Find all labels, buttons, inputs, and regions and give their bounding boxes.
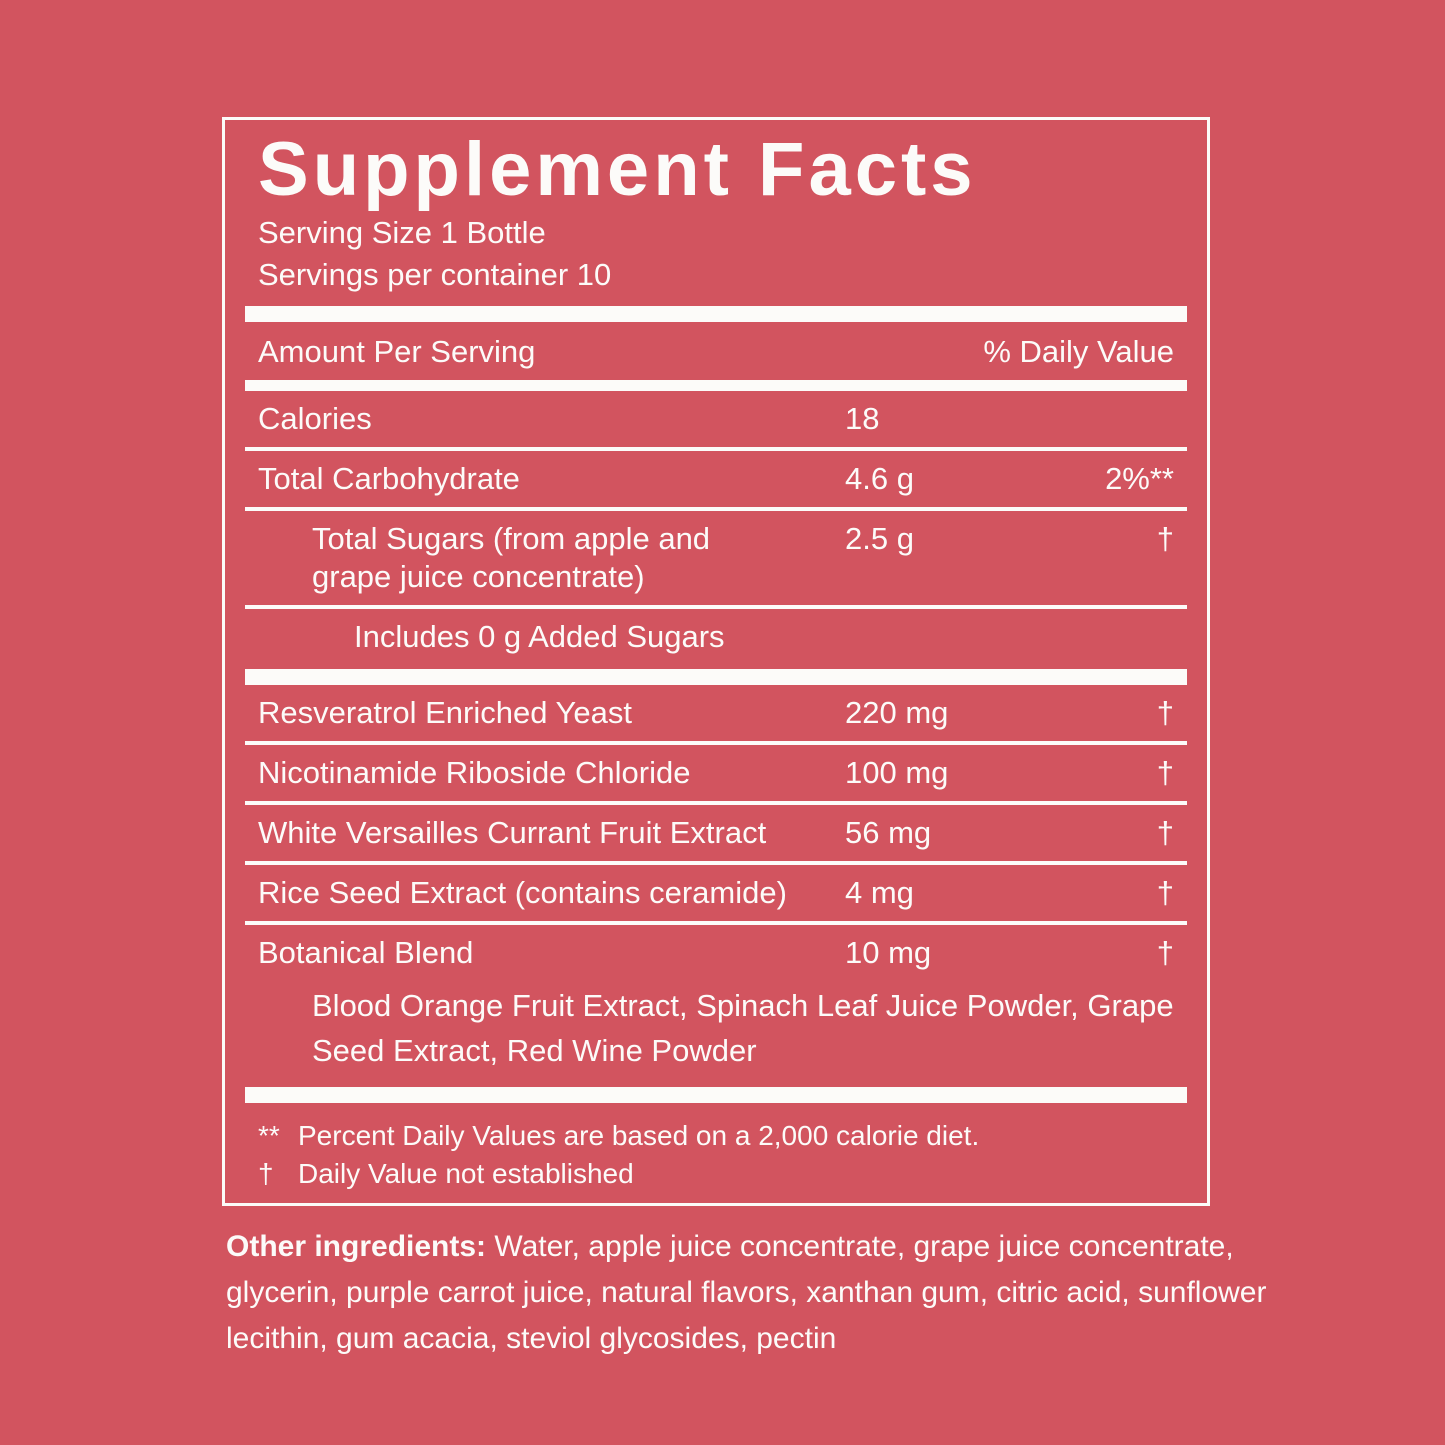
nutrient-amount: 10 mg <box>845 935 932 970</box>
nutrient-row-nicotinamide: Nicotinamide Riboside Chloride 100 mg † <box>245 745 1187 801</box>
nutrient-amount: 56 mg <box>845 815 932 850</box>
divider-thin <box>245 605 1187 609</box>
nutrient-row-botanical-blend: Botanical Blend 10 mg † <box>245 925 1187 981</box>
nutrient-amount: 4 mg <box>845 875 914 910</box>
nutrient-amount: 2.5 g <box>845 521 914 556</box>
nutrient-daily-value: † <box>1156 755 1174 790</box>
divider-thin <box>245 741 1187 745</box>
footnote-symbol: † <box>258 1158 274 1189</box>
nutrient-name: White Versailles Currant Fruit Extract <box>258 815 767 850</box>
divider-thin <box>245 921 1187 925</box>
other-ingredients-text: Water, apple juice concentrate, grape ju… <box>226 1230 1267 1355</box>
nutrient-daily-value: † <box>1156 935 1174 970</box>
divider-medium-header <box>245 380 1187 391</box>
nutrient-row-total-sugars: Total Sugars (from apple and grape juice… <box>245 511 1187 605</box>
nutrient-name: Includes 0 g Added Sugars <box>354 619 725 654</box>
nutrient-row-rice-seed: Rice Seed Extract (contains ceramide) 4 … <box>245 865 1187 921</box>
footnote-daily-values: ** Percent Daily Values are based on a 2… <box>245 1117 1187 1155</box>
nutrient-row-total-carbohydrate: Total Carbohydrate 4.6 g 2%** <box>245 451 1187 507</box>
botanical-blend-components: Blood Orange Fruit Extract, Spinach Leaf… <box>312 988 1174 1068</box>
nutrient-daily-value: † <box>1156 695 1174 730</box>
nutrient-name: Rice Seed Extract (contains ceramide) <box>258 875 787 910</box>
nutrient-row-resveratrol: Resveratrol Enriched Yeast 220 mg † <box>245 685 1187 741</box>
column-header-row: Amount Per Serving % Daily Value <box>245 322 1187 380</box>
other-ingredients-paragraph: Other ingredients: Water, apple juice co… <box>226 1224 1286 1362</box>
divider-thin <box>245 447 1187 451</box>
footnote-symbol: ** <box>258 1120 280 1151</box>
nutrient-name: Calories <box>258 401 372 436</box>
nutrient-amount: 18 <box>845 401 880 436</box>
nutrient-daily-value: 2%** <box>1105 461 1174 496</box>
panel-title: Supplement Facts <box>258 127 977 212</box>
nutrient-daily-value: † <box>1156 815 1174 850</box>
amount-per-serving-header: Amount Per Serving <box>258 334 536 369</box>
footnotes: ** Percent Daily Values are based on a 2… <box>245 1117 1187 1193</box>
nutrient-name: Nicotinamide Riboside Chloride <box>258 755 691 790</box>
nutrient-daily-value: † <box>1156 875 1174 910</box>
nutrient-name: Botanical Blend <box>258 935 474 970</box>
serving-size: Serving Size 1 Bottle <box>258 215 546 250</box>
servings-per-container: Servings per container 10 <box>258 257 612 292</box>
supplement-facts-panel: Supplement Facts Serving Size 1 Bottle S… <box>222 117 1210 1206</box>
nutrient-name-text: Total Sugars (from apple and grape juice… <box>312 521 711 594</box>
nutrient-name: Total Sugars (from apple and grape juice… <box>258 520 845 596</box>
divider-thick-bottom <box>245 1087 1187 1103</box>
nutrient-name: Total Carbohydrate <box>258 461 520 496</box>
nutrient-row-added-sugars: Includes 0 g Added Sugars <box>245 609 1187 665</box>
nutrient-amount: 4.6 g <box>845 461 914 496</box>
footnote-text: Percent Daily Values are based on a 2,00… <box>298 1120 980 1151</box>
footnote-dv-not-established: † Daily Value not established <box>245 1155 1187 1193</box>
nutrient-amount: 100 mg <box>845 755 949 790</box>
divider-thin <box>245 507 1187 511</box>
nutrient-daily-value: † <box>1156 521 1174 556</box>
divider-thick-middle <box>245 669 1187 685</box>
divider-thin <box>245 801 1187 805</box>
divider-thick-top <box>245 306 1187 322</box>
nutrient-amount: 220 mg <box>845 695 949 730</box>
nutrient-row-calories: Calories 18 <box>245 391 1187 447</box>
other-ingredients-label: Other ingredients: <box>226 1230 487 1263</box>
nutrient-name: Resveratrol Enriched Yeast <box>258 695 632 730</box>
divider-thin <box>245 861 1187 865</box>
daily-value-header: % Daily Value <box>983 334 1174 369</box>
nutrient-row-white-currant: White Versailles Currant Fruit Extract 5… <box>245 805 1187 861</box>
footnote-text: Daily Value not established <box>298 1158 634 1189</box>
